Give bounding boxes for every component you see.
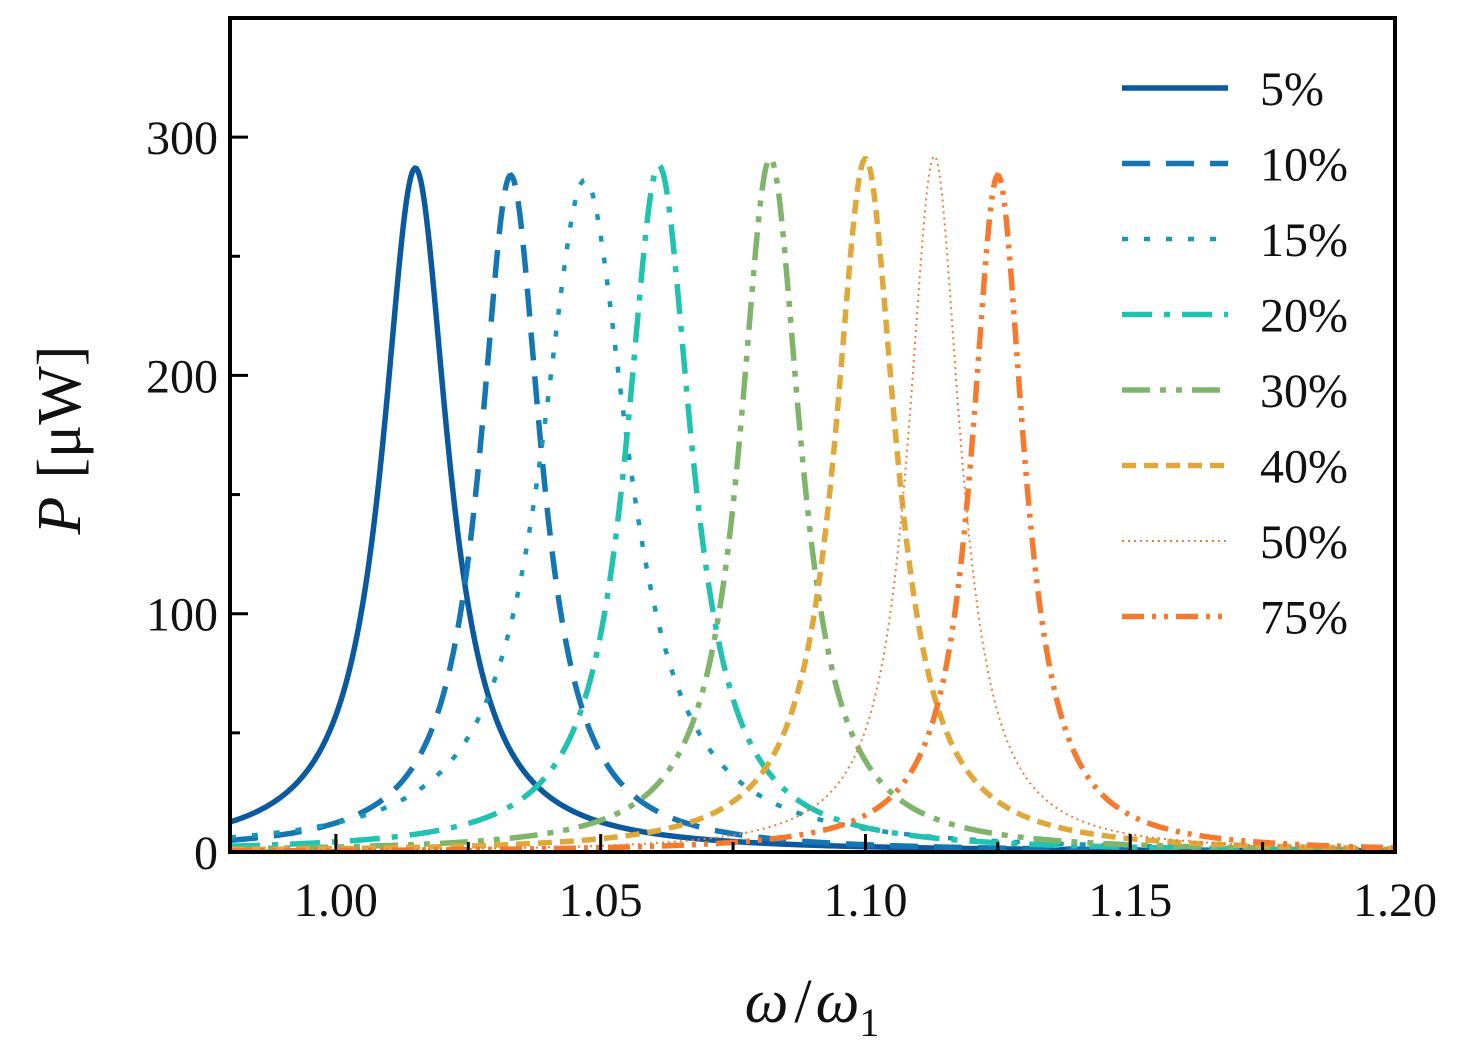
series-line-40pct	[230, 155, 1395, 852]
series-line-5pct	[230, 165, 1395, 852]
y-axis-label-symbol: P	[26, 497, 94, 536]
series-line-75pct	[230, 171, 1395, 852]
y-axis-label-unit: [μW]	[26, 346, 94, 479]
series-line-50pct	[230, 155, 1395, 852]
legend-label-10pct: 10%	[1260, 139, 1348, 192]
y-tick-label-2: 200	[146, 350, 218, 403]
legend: 5% 10% 15% 20% 30% 40% 50% 75%	[1122, 63, 1348, 645]
x-tick-label-3: 1.15	[1088, 874, 1172, 927]
series-layer	[230, 155, 1395, 852]
x-tick-label-1: 1.05	[559, 874, 643, 927]
series-line-15pct	[230, 177, 1395, 852]
x-tick-label-4: 1.20	[1353, 874, 1437, 927]
x-tick-label-2: 1.10	[823, 874, 907, 927]
legend-label-15pct: 15%	[1260, 214, 1348, 267]
legend-label-50pct: 50%	[1260, 516, 1348, 569]
x-axis-label: ω/ω1	[745, 968, 880, 1045]
x-axis-label-omega: ω	[745, 968, 789, 1036]
legend-label-30pct: 30%	[1260, 365, 1348, 418]
legend-label-20pct: 20%	[1260, 290, 1348, 343]
x-tick-label-0: 1.00	[294, 874, 378, 927]
series-line-30pct	[230, 155, 1395, 852]
y-axis-label: P [μW]	[26, 346, 94, 536]
x-axis-label-omega1: ω	[816, 968, 860, 1036]
legend-label-75pct: 75%	[1260, 592, 1348, 645]
legend-label-5pct: 5%	[1260, 63, 1324, 116]
x-axis-label-subscript: 1	[859, 1000, 879, 1045]
y-tick-label-3: 300	[146, 112, 218, 165]
series-line-20pct	[230, 163, 1395, 852]
legend-label-40pct: 40%	[1260, 441, 1348, 494]
y-tick-label-1: 100	[146, 589, 218, 642]
series-line-10pct	[230, 172, 1395, 852]
x-axis-label-slash: /	[794, 968, 812, 1036]
y-tick-label-0: 0	[194, 827, 218, 880]
plot-frame	[228, 16, 1397, 854]
ticks-layer: 1.00 1.05 1.10 1.15 1.20 0 100 200 300	[146, 112, 1437, 927]
